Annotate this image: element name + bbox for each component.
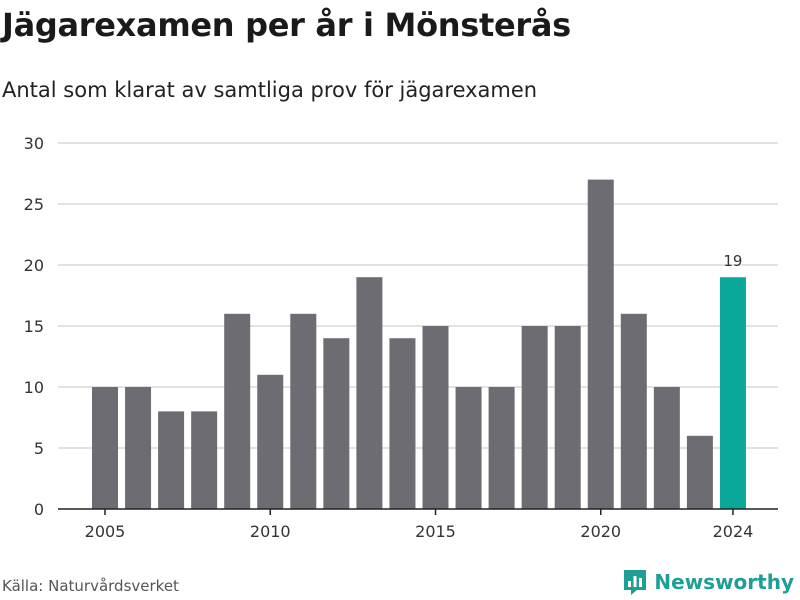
bar-2012[interactable] xyxy=(323,338,350,509)
y-tick-label: 20 xyxy=(24,256,44,275)
bar-2016[interactable] xyxy=(455,387,482,509)
bars xyxy=(92,179,746,509)
bar-2010[interactable] xyxy=(257,374,284,509)
bar-2024[interactable] xyxy=(719,277,746,509)
bar-2018[interactable] xyxy=(521,326,548,509)
x-tick-label: 2010 xyxy=(250,522,291,541)
bar-2023[interactable] xyxy=(686,435,713,509)
bar-2008[interactable] xyxy=(191,411,218,509)
data-labels: 19 xyxy=(723,252,742,270)
y-tick-label: 25 xyxy=(24,195,44,214)
bar-2005[interactable] xyxy=(92,387,118,509)
x-tick-label: 2005 xyxy=(85,522,126,541)
y-tick-label: 5 xyxy=(34,439,44,458)
newsworthy-logo-icon xyxy=(624,570,647,595)
bar-2011[interactable] xyxy=(290,313,317,509)
bar-2006[interactable] xyxy=(125,387,152,509)
bar-chart: 0 5 10 15 20 25 30 19 2005 2010 2015 2020 2024 xyxy=(24,134,778,541)
source-note: Källa: Naturvårdsverket xyxy=(2,577,179,595)
brand-logo[interactable]: Newsworthy xyxy=(622,568,794,596)
x-tick-label: 2020 xyxy=(580,522,621,541)
y-tick-label: 10 xyxy=(24,378,44,397)
brand-name: Newsworthy xyxy=(654,570,794,594)
bar-2019[interactable] xyxy=(554,326,581,509)
data-label: 19 xyxy=(723,252,742,270)
chart-title: Jägarexamen per år i Mönsterås xyxy=(2,6,571,44)
chart-subtitle: Antal som klarat av samtliga prov för jä… xyxy=(2,78,538,102)
bar-2014[interactable] xyxy=(389,338,416,509)
bar-2017[interactable] xyxy=(488,387,515,509)
y-tick-label: 30 xyxy=(24,134,44,153)
y-tick-label: 15 xyxy=(24,317,44,336)
bar-2013[interactable] xyxy=(356,277,383,509)
bar-2009[interactable] xyxy=(224,313,251,509)
bar-2021[interactable] xyxy=(620,313,647,509)
x-tick-labels: 2005 2010 2015 2020 2024 xyxy=(85,509,754,541)
bar-2015[interactable] xyxy=(422,326,449,509)
x-tick-label: 2024 xyxy=(713,522,754,541)
y-tick-label: 0 xyxy=(34,500,44,519)
bar-2007[interactable] xyxy=(158,411,185,509)
bar-2022[interactable] xyxy=(653,387,680,509)
y-tick-labels: 0 5 10 15 20 25 30 xyxy=(24,134,44,519)
bar-2020[interactable] xyxy=(587,179,614,509)
x-tick-label: 2015 xyxy=(415,522,456,541)
